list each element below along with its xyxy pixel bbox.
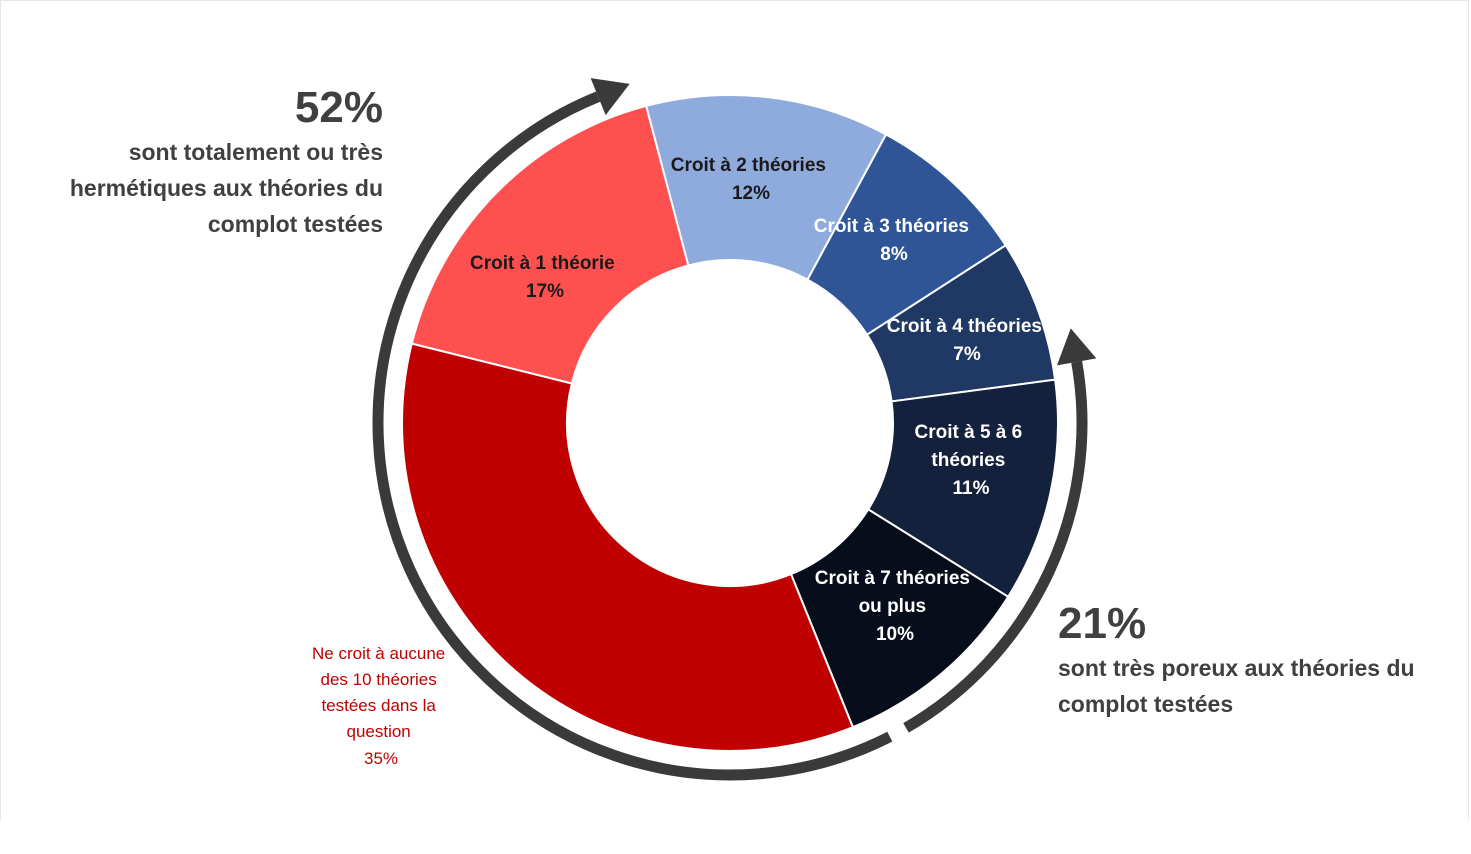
callout-hermetic-text: sont totalement ou très hermétiques aux … — [69, 139, 383, 237]
slice-label-7-plus-theories: Croit à 7 théories ou plus 10% — [815, 568, 976, 645]
left-bracket-arrowhead-icon — [590, 78, 630, 116]
slice-label-no-theory: Ne croit à aucune des 10 théories testée… — [312, 644, 450, 768]
left-bracket-arrow-arc — [372, 91, 893, 781]
slice-label-5-6-theories: Croit à 5 à 6 théories 11% — [915, 422, 1028, 499]
slice-label-1-theory: Croit à 1 théorie 17% — [470, 253, 620, 302]
slice-no-theory — [401, 342, 855, 752]
callout-hermetic: 52% sont totalement ou très hermétiques … — [3, 82, 383, 242]
donut-slices — [401, 94, 1059, 752]
right-bracket-arrow-arc — [903, 360, 1088, 733]
callout-porous-text: sont très poreux aux théories du complot… — [1058, 655, 1415, 717]
callout-porous: 21% sont très poreux aux théories du com… — [1058, 598, 1458, 722]
slice-label-2-theories: Croit à 2 théories 12% — [671, 155, 832, 204]
callout-porous-value: 21% — [1058, 599, 1147, 648]
slice-labels: Croit à 1 théorie 17% Croit à 2 théories… — [312, 155, 1048, 768]
right-bracket-arrowhead-icon — [1056, 328, 1097, 366]
slice-label-3-theories: Croit à 3 théories 8% — [814, 216, 975, 265]
bracket-arrows — [372, 78, 1097, 781]
slice-5-6-theories — [866, 378, 1059, 599]
slice-2-theories — [644, 94, 888, 281]
callout-hermetic-value: 52% — [294, 83, 383, 132]
chart-frame — [0, 0, 1469, 820]
slice-label-4-theories: Croit à 4 théories 7% — [887, 316, 1048, 365]
slice-1-theory — [410, 104, 690, 385]
